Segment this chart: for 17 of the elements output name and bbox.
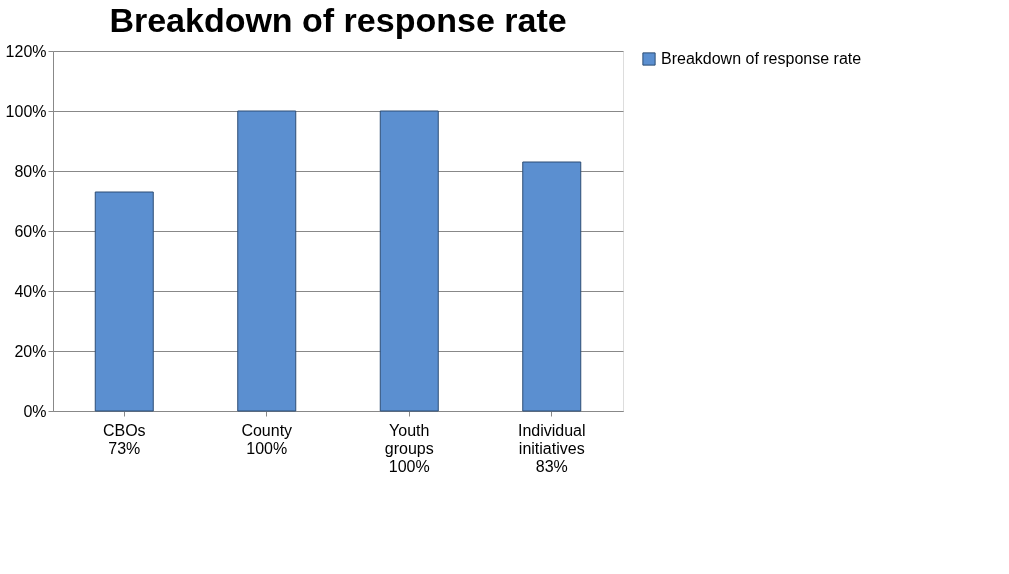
chart-title: Breakdown of response rate xyxy=(109,1,567,39)
y-tick-label: 60% xyxy=(14,222,47,240)
y-tick-label: 80% xyxy=(14,162,47,180)
x-tick-label: Individual initiatives 83% xyxy=(517,421,586,475)
bar xyxy=(379,110,439,412)
x-tick-label: Youth groups 100% xyxy=(384,421,434,475)
x-tick-label: County 100% xyxy=(241,421,293,457)
y-tick-label: 120% xyxy=(5,42,47,60)
y-tick-label: 40% xyxy=(14,282,47,300)
y-tick-label: 100% xyxy=(5,102,47,120)
x-tick-label: CBOs 73% xyxy=(102,421,146,457)
y-tick-label: 0% xyxy=(23,402,47,420)
bar xyxy=(94,191,154,412)
y-tick-label: 20% xyxy=(14,342,47,360)
bar xyxy=(237,110,297,412)
bar xyxy=(522,161,582,412)
legend-label: Breakdown of response rate xyxy=(661,50,862,67)
